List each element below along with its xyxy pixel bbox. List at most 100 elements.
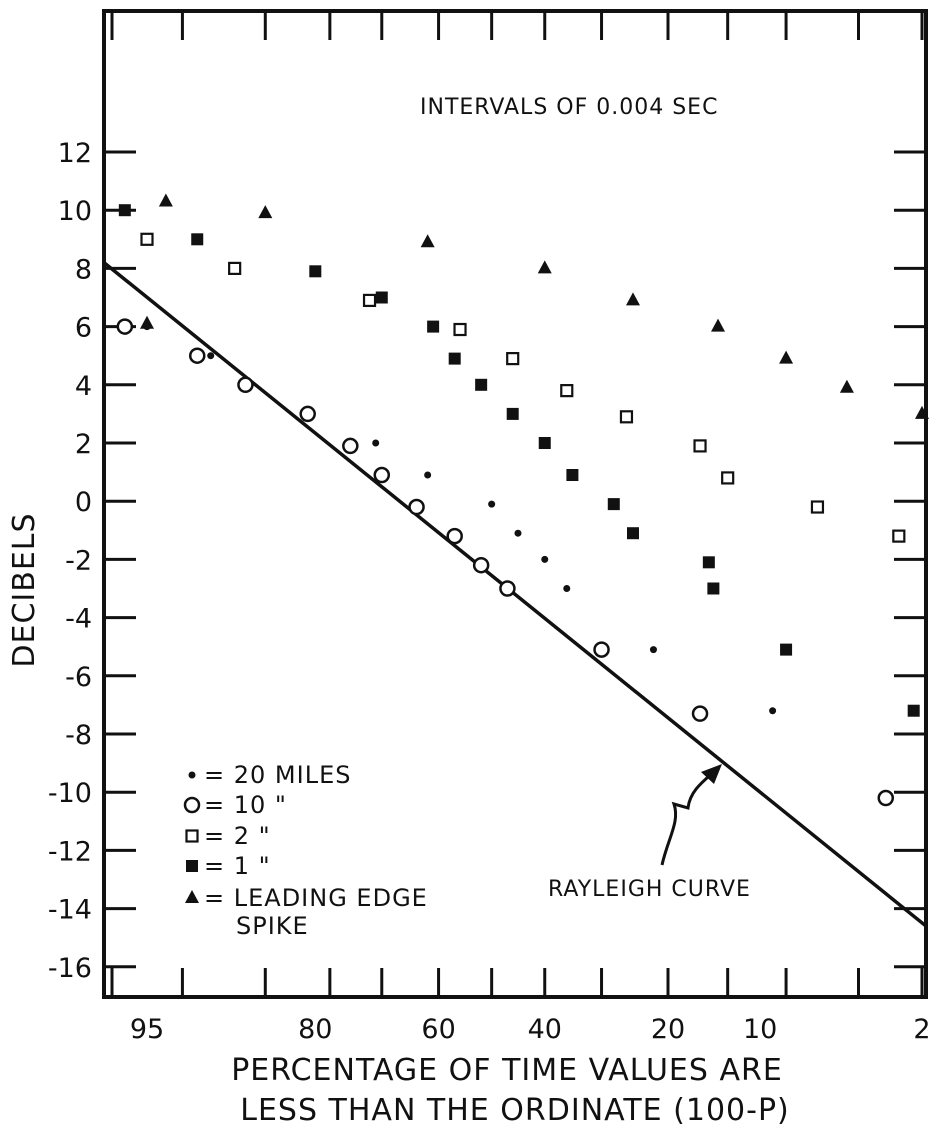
legend-label-0: = 20 MILES [204, 761, 351, 789]
leading-edge-spike-point-7 [839, 379, 854, 393]
2-miles-point-0 [140, 232, 154, 246]
leading-edge-spike-point-1 [258, 205, 273, 219]
2-miles-point-9 [810, 500, 825, 514]
y-tick-label-9: -6 [65, 662, 92, 693]
2-miles-point-6 [619, 410, 634, 424]
x-axis-ticks [110, 11, 924, 997]
1-mile-point-8 [538, 437, 551, 449]
y-tick-label-4: 4 [75, 371, 92, 402]
20-miles-point-1 [207, 352, 215, 360]
y-tick-label-10: -8 [65, 720, 92, 751]
1-mile-point-15 [907, 704, 920, 717]
y-tick-label-14: -16 [48, 953, 92, 984]
x-axis-title-line2: LESS THAN THE ORDINATE (100-P) [240, 1093, 790, 1128]
legend: = 20 MILES= 10 " = 2 "= 1 " = LEADING EDGE… [183, 761, 428, 940]
legend-label-4-line2: SPIKE [236, 912, 309, 940]
1-mile-point-10 [607, 498, 620, 511]
legend-label-4: = LEADING EDGE [204, 884, 428, 912]
x-axis-title-line1: PERCENTAGE OF TIME VALUES ARE [231, 1053, 783, 1088]
y-axis-ticks [104, 150, 926, 969]
20-miles-point-5 [514, 529, 522, 537]
20-miles-point-6 [541, 555, 549, 563]
leading-edge-spike-point-5 [711, 318, 726, 332]
plot-frame [102, 9, 928, 999]
rayleigh-curve-label: RAYLEIGH CURVE [548, 877, 751, 902]
10-miles-point-6 [408, 498, 425, 516]
10-miles-point-8 [472, 556, 490, 574]
leading-edge-spike-point-3 [537, 260, 552, 274]
legend-marker-3 [186, 860, 198, 872]
legend-label-3: = 1 " [204, 852, 271, 880]
10-miles-point-11 [691, 705, 709, 722]
1-mile-point-9 [566, 469, 579, 482]
20-miles-point-8 [649, 646, 657, 654]
y-tick-label-11: -10 [48, 778, 92, 809]
10-miles-point-4 [342, 437, 359, 455]
y-axis-title: DECIBELS [7, 512, 42, 667]
legend-label-1: = 10 " [204, 791, 287, 819]
x-tick-label-5: 10 [743, 1014, 777, 1045]
20-miles-point-9 [769, 707, 777, 715]
rayleigh-arrow [660, 768, 718, 866]
leading-edge-spike-point-2 [420, 234, 435, 248]
10-miles-point-12 [877, 789, 895, 807]
1-mile-point-7 [506, 407, 519, 420]
10-miles-point-5 [373, 466, 391, 484]
x-tick-label-1: 80 [298, 1014, 332, 1045]
2-miles-point-2 [362, 293, 377, 308]
20-miles-point-2 [372, 439, 380, 447]
2-miles-point-1 [228, 261, 242, 275]
2-miles-point-10 [892, 529, 906, 543]
20-miles-point-7 [563, 585, 571, 592]
1-mile-point-3 [375, 291, 388, 304]
2-miles-point-8 [721, 471, 735, 485]
1-mile-point-5 [448, 352, 461, 365]
x-axis-tick-labels: 95 80 60 40 20 10 2 [130, 1014, 931, 1045]
rayleigh-curve-layer [102, 261, 928, 928]
10-miles-point-0 [116, 318, 134, 335]
rayleigh-arrowhead [701, 764, 722, 784]
10-miles-point-3 [299, 405, 316, 423]
x-tick-label-2: 60 [421, 1014, 455, 1045]
10-miles-point-2 [237, 376, 254, 394]
leading-edge-spike-point-8 [915, 405, 929, 419]
1-mile-point-1 [191, 233, 204, 246]
y-tick-label-0: 12 [58, 138, 92, 169]
leading-edge-spike-point-0 [158, 193, 173, 207]
10-miles-point-7 [446, 527, 463, 545]
2-miles-point-3 [453, 322, 467, 337]
2-miles-point-5 [560, 384, 574, 398]
y-tick-label-6: 0 [75, 487, 92, 518]
1-mile-point-6 [475, 378, 488, 391]
x-tick-label-6: 2 [913, 1014, 930, 1045]
intervals-annotation: INTERVALS OF 0.004 SEC [420, 95, 718, 120]
x-tick-label-0: 95 [130, 1014, 164, 1045]
10-miles-point-1 [188, 347, 206, 364]
1-mile-point-2 [309, 265, 322, 278]
1-mile-point-4 [427, 320, 440, 333]
1-mile-point-13 [707, 582, 720, 595]
x-tick-label-3: 40 [528, 1014, 562, 1045]
y-tick-label-7: -2 [65, 545, 92, 576]
leading-edge-spike-point-6 [779, 350, 794, 364]
10-miles-point-9 [499, 580, 516, 597]
y-tick-label-3: 6 [75, 313, 92, 344]
y-tick-label-8: -4 [65, 604, 92, 635]
1-mile-point-0 [118, 204, 131, 217]
1-mile-point-12 [702, 556, 715, 569]
y-tick-label-1: 10 [58, 196, 92, 227]
legend-label-2: = 2 " [204, 822, 271, 850]
legend-marker-4 [185, 890, 199, 903]
data-points-layer [116, 193, 929, 807]
1-mile-point-14 [780, 643, 793, 656]
leading-edge-spike-point-9 [140, 315, 154, 329]
legend-marker-1 [183, 796, 201, 814]
20-miles-point-4 [488, 500, 496, 508]
leading-edge-spike-point-4 [625, 292, 640, 306]
x-tick-label-4: 20 [651, 1014, 685, 1045]
2-miles-point-7 [693, 439, 707, 453]
y-axis-tick-labels: 12 10 8 6 4 2 0 -2 -4 -6 -8 -10 -12 -14 -16 [48, 138, 92, 984]
20-miles-point-3 [424, 471, 432, 479]
1-mile-point-11 [626, 527, 639, 540]
